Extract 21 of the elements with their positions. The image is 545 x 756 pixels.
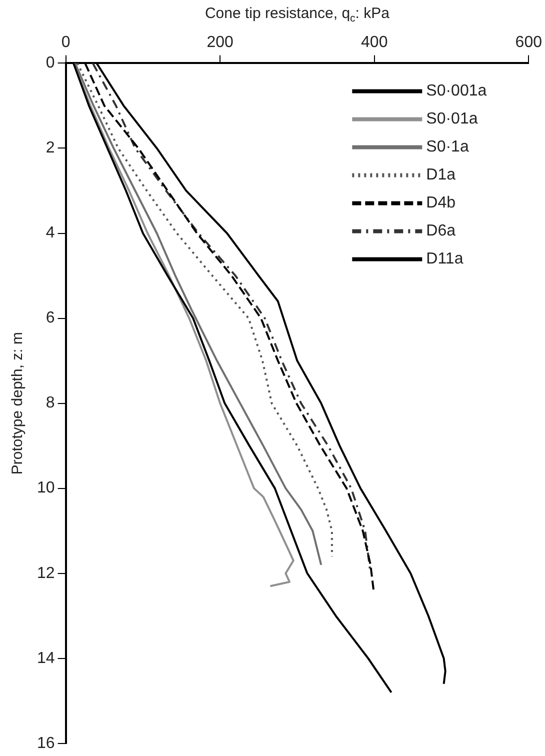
legend-label: D11a	[426, 250, 464, 268]
x-tick-label: 600	[515, 34, 542, 52]
legend-label: S0·001a	[426, 82, 487, 100]
x-tick-label: 0	[61, 34, 70, 52]
legend-label: S0·1a	[426, 138, 469, 156]
y-tick-label: 16	[37, 734, 55, 752]
legend-label: D1a	[426, 166, 456, 184]
y-tick-label: 4	[46, 224, 55, 242]
y-tick-label: 14	[37, 650, 55, 667]
y-tick-label: 10	[37, 480, 55, 497]
legend-label: D6a	[426, 222, 456, 240]
legend-label: D4b	[426, 194, 456, 212]
y-tick-label: 12	[37, 564, 55, 582]
y-tick-label: 2	[46, 140, 55, 157]
x-tick-label: 400	[361, 34, 388, 52]
legend-label: S0·01a	[426, 110, 478, 128]
y-tick-label: 8	[46, 394, 55, 412]
y-axis-title: Prototype depth, z: m	[9, 332, 26, 475]
x-tick-label: 200	[206, 34, 234, 52]
y-tick-label: 0	[46, 54, 55, 72]
y-tick-label: 6	[46, 310, 55, 327]
